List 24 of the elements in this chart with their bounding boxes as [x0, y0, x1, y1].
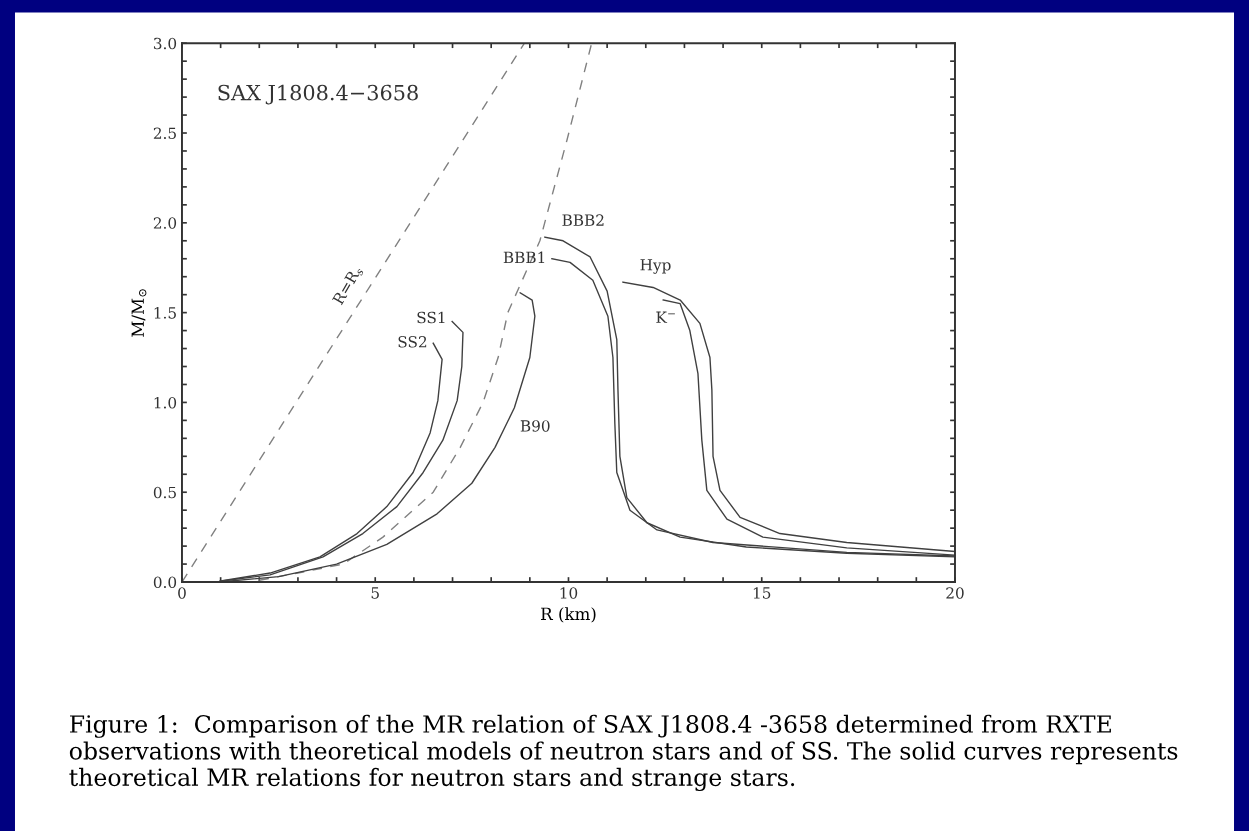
x-tick-label: 5 — [371, 587, 379, 599]
annotation: SAX J1808.4−3658 — [218, 84, 418, 105]
y-tick-label: 2.5 — [153, 127, 176, 140]
x-axis-title: R (km) — [541, 607, 596, 623]
series-label: Hyp — [640, 259, 671, 274]
series-label: BBB1 — [503, 251, 545, 263]
series-label: K$^{−}$ — [656, 311, 675, 323]
y-tick-label: 1.0 — [154, 396, 177, 409]
x-tick-label: 20 — [946, 587, 964, 599]
y-tick-label: 3.0 — [153, 37, 177, 50]
y-tick-label: 2.0 — [153, 217, 177, 229]
caption: Figure 1: Comparison of the MR relation of SAX J1808.4 -3658 determined from RXTE observations with theoretical models of neutron stars and of SS. The solid curves represents theoretical MR relations for neutron stars and strange stars. — [69, 714, 1178, 792]
x-tick-label: 10 — [560, 587, 578, 599]
series-label: BBB2 — [562, 214, 604, 226]
series-label: SS1 — [417, 311, 445, 324]
x-tick-label: 15 — [753, 587, 771, 599]
y-axis-title: M/M$_{⊙}$ — [131, 289, 147, 337]
series-label: B90 — [520, 420, 550, 432]
y-tick-label: 0.5 — [153, 486, 176, 499]
y-tick-label: 0.0 — [153, 576, 177, 589]
y-tick-label: 1.5 — [154, 307, 176, 319]
annotation: R=R$_{s}$ — [332, 264, 365, 307]
series-label: SS2 — [398, 336, 427, 348]
x-tick-label: 0 — [178, 587, 186, 599]
